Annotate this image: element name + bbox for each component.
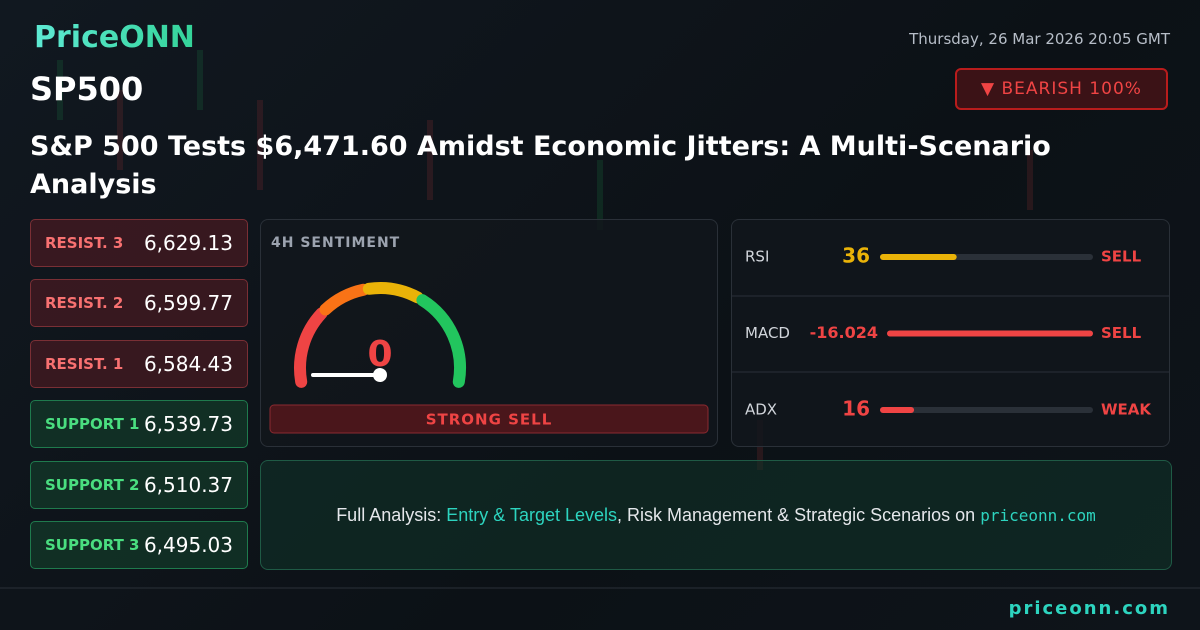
indicator-status: SELL — [1101, 324, 1142, 342]
level-label: RESIST. 1 — [45, 354, 124, 373]
level-value: 6,510.37 — [143, 472, 233, 497]
level-label: SUPPORT 2 — [45, 475, 140, 494]
level-box: RESIST. 1 6,584.43 — [30, 339, 248, 388]
cta-middle: , Risk Management & Strategic Scenarios … — [617, 504, 976, 525]
gauge-arc — [294, 307, 328, 388]
gauge-pivot — [373, 368, 387, 382]
gauge-arc — [319, 283, 370, 316]
level-box: SUPPORT 2 6,510.37 — [30, 460, 248, 509]
gauge-arc — [416, 294, 466, 388]
indicator-status: SELL — [1101, 248, 1142, 266]
level-value: 6,495.03 — [143, 533, 233, 557]
bar-fill — [880, 407, 915, 413]
level-box: RESIST. 2 6,599.77 — [30, 279, 248, 328]
bar-track — [880, 407, 1093, 413]
trend-badge: ▼ BEARISH 100% — [955, 68, 1168, 110]
symbol: SP500 — [30, 70, 144, 108]
cta: Full Analysis: Entry & Target Levels, Ri… — [260, 460, 1172, 570]
signal-box — [269, 404, 709, 434]
level-value: 6,629.13 — [143, 231, 233, 255]
level-box: RESIST. 3 6,629.13 — [30, 219, 248, 267]
level-value: 6,539.73 — [143, 412, 233, 437]
sentiment-value: 0 — [367, 334, 392, 375]
datetime: Thursday, 26 Mar 2026 20:05 GMT — [909, 30, 1170, 48]
cta-prefix: Full Analysis: — [336, 504, 442, 525]
brand: PriceONN — [34, 20, 195, 55]
indicator-status: WEAK — [1101, 401, 1152, 419]
sentiment-title: 4H SENTIMENT — [271, 235, 400, 251]
indicator-value: -16.024 — [810, 323, 878, 342]
cta-link[interactable]: priceonn.com — [980, 505, 1096, 525]
level-label: SUPPORT 1 — [45, 415, 140, 434]
level-box: SUPPORT 1 6,539.73 — [30, 400, 248, 449]
indicator-value: 16 — [842, 397, 870, 421]
level-value: 6,584.43 — [143, 351, 233, 376]
cta-highlight: Entry & Target Levels — [446, 504, 618, 525]
level-label: RESIST. 3 — [45, 234, 124, 252]
level-label: RESIST. 2 — [45, 294, 124, 313]
indicator-value: 36 — [842, 244, 870, 268]
level-box: SUPPORT 3 6,495.03 — [30, 521, 248, 569]
gauge-arc — [362, 282, 424, 304]
level-value: 6,599.77 — [143, 291, 233, 316]
indicator-name: ADX — [745, 401, 777, 419]
bar-fill — [887, 330, 1093, 337]
indicator-name: MACD — [745, 324, 790, 342]
indicator-name: RSI — [745, 248, 769, 266]
bar-fill — [880, 254, 957, 260]
level-label: SUPPORT 3 — [45, 536, 140, 554]
headline: S&P 500 Tests $6,471.60 Amidst Economic … — [30, 131, 1051, 200]
footer-link[interactable]: priceonn.com — [1008, 598, 1170, 619]
sentiment-signal: STRONG SELL — [426, 411, 553, 429]
